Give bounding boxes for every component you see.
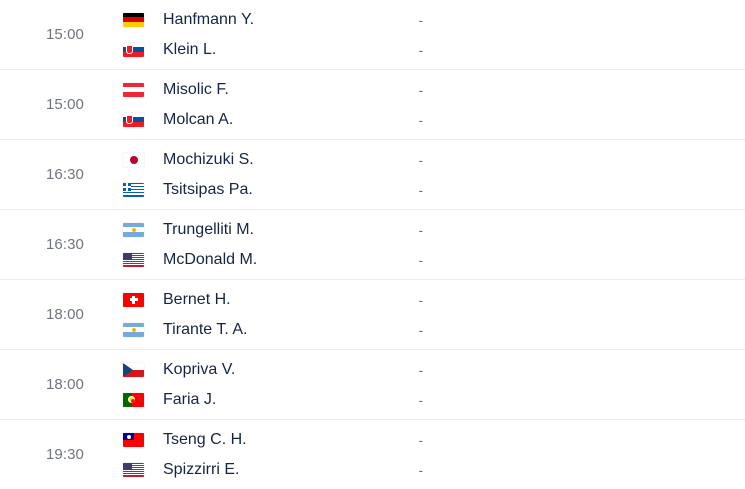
player-name-home: Misolic F.	[163, 80, 229, 98]
player-name-home: Bernet H.	[163, 290, 231, 308]
slovakia-flag	[123, 112, 144, 127]
player-name-away: McDonald M.	[163, 250, 258, 268]
match-players: Misolic F. Molcan A.	[100, 70, 302, 139]
match-players: Trungelliti M. McDonald M.	[100, 210, 302, 279]
match-time: 16:30	[45, 236, 84, 253]
austria-flag	[123, 82, 144, 97]
row-spacer	[567, 70, 745, 139]
player-row-home[interactable]: Trungelliti M.	[123, 220, 302, 240]
match-scores: - -	[302, 210, 567, 279]
score-home: -	[418, 221, 424, 238]
row-spacer	[567, 210, 745, 279]
match-row[interactable]: 15:00 Misolic F. Molcan A. - -	[0, 70, 745, 140]
slovakia-flag	[123, 42, 144, 57]
match-players: Tseng C. H. Spizzirri E.	[100, 420, 302, 489]
player-row-home[interactable]: Misolic F.	[123, 80, 302, 100]
match-row[interactable]: 18:00 Kopriva V. Faria J. - -	[0, 350, 745, 420]
portugal-flag	[123, 392, 144, 407]
player-name-away: Faria J.	[163, 390, 217, 408]
player-row-away[interactable]: Spizzirri E.	[123, 460, 302, 480]
match-players: Kopriva V. Faria J.	[100, 350, 302, 419]
match-time: 16:30	[45, 166, 84, 183]
score-home: -	[418, 81, 424, 98]
usa-flag	[123, 462, 144, 477]
germany-flag	[123, 12, 144, 27]
row-spacer	[567, 350, 745, 419]
player-row-away[interactable]: Molcan A.	[123, 110, 302, 130]
switzerland-flag	[123, 292, 144, 307]
score-home: -	[418, 361, 424, 378]
match-time: 15:00	[45, 96, 84, 113]
player-row-away[interactable]: Klein L.	[123, 40, 302, 60]
match-players: Mochizuki S. Tsitsipas Pa.	[100, 140, 302, 209]
score-away: -	[418, 461, 424, 478]
match-time: 15:00	[45, 26, 84, 43]
match-scores: - -	[302, 70, 567, 139]
score-away: -	[418, 181, 424, 198]
player-name-home: Tseng C. H.	[163, 430, 247, 448]
player-row-home[interactable]: Hanfmann Y.	[123, 10, 302, 30]
match-time: 19:30	[45, 446, 84, 463]
player-name-away: Tirante T. A.	[163, 320, 248, 338]
match-scores: - -	[302, 140, 567, 209]
score-away: -	[418, 251, 424, 268]
row-spacer	[567, 0, 745, 69]
player-name-away: Tsitsipas Pa.	[163, 180, 253, 198]
player-name-home: Trungelliti M.	[163, 220, 254, 238]
player-name-home: Kopriva V.	[163, 360, 236, 378]
player-name-home: Hanfmann Y.	[163, 10, 255, 28]
player-row-home[interactable]: Mochizuki S.	[123, 150, 302, 170]
score-away: -	[418, 111, 424, 128]
player-row-away[interactable]: Tsitsipas Pa.	[123, 180, 302, 200]
argentina-flag	[123, 322, 144, 337]
score-home: -	[418, 431, 424, 448]
player-row-home[interactable]: Bernet H.	[123, 290, 302, 310]
match-time: 18:00	[45, 376, 84, 393]
match-scores: - -	[302, 420, 567, 489]
player-row-away[interactable]: Faria J.	[123, 390, 302, 410]
match-scores: - -	[302, 350, 567, 419]
greece-flag	[123, 182, 144, 197]
player-row-away[interactable]: Tirante T. A.	[123, 320, 302, 340]
player-row-away[interactable]: McDonald M.	[123, 250, 302, 270]
match-scores: - -	[302, 280, 567, 349]
score-home: -	[418, 291, 424, 308]
score-home: -	[418, 151, 424, 168]
player-name-home: Mochizuki S.	[163, 150, 254, 168]
czech-republic-flag	[123, 362, 144, 377]
match-row[interactable]: 16:30 Mochizuki S. Tsitsipas Pa. - -	[0, 140, 745, 210]
usa-flag	[123, 252, 144, 267]
player-name-away: Molcan A.	[163, 110, 234, 128]
player-name-away: Spizzirri E.	[163, 460, 240, 478]
japan-flag	[123, 152, 144, 167]
match-row[interactable]: 18:00 Bernet H. Tirante T. A. - -	[0, 280, 745, 350]
match-players: Hanfmann Y. Klein L.	[100, 0, 302, 69]
argentina-flag	[123, 222, 144, 237]
taiwan-flag	[123, 432, 144, 447]
player-row-home[interactable]: Kopriva V.	[123, 360, 302, 380]
match-players: Bernet H. Tirante T. A.	[100, 280, 302, 349]
score-away: -	[418, 391, 424, 408]
player-row-home[interactable]: Tseng C. H.	[123, 430, 302, 450]
match-row[interactable]: 15:00 Hanfmann Y. Klein L. - -	[0, 0, 745, 70]
row-spacer	[567, 280, 745, 349]
match-scores: - -	[302, 0, 567, 69]
row-spacer	[567, 420, 745, 489]
score-away: -	[418, 41, 424, 58]
match-time: 18:00	[45, 306, 84, 323]
player-name-away: Klein L.	[163, 40, 217, 58]
score-home: -	[418, 11, 424, 28]
score-away: -	[418, 321, 424, 338]
row-spacer	[567, 140, 745, 209]
match-row[interactable]: 16:30 Trungelliti M. McDonald M. - -	[0, 210, 745, 280]
match-row[interactable]: 19:30 Tseng C. H. Spizzirri E. - -	[0, 420, 745, 489]
